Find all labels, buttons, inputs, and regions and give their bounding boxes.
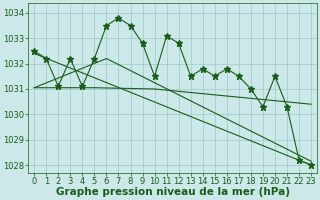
X-axis label: Graphe pression niveau de la mer (hPa): Graphe pression niveau de la mer (hPa) [56,187,290,197]
